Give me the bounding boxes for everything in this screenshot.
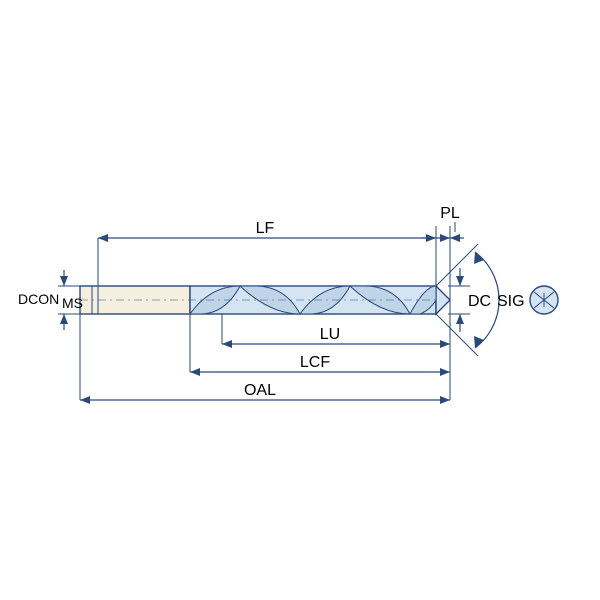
dim-dc: DC — [448, 268, 491, 332]
drill-body — [80, 286, 450, 314]
dim-pl: PL — [422, 205, 464, 248]
drill-tip — [436, 286, 450, 314]
dim-oal: OAL — [80, 382, 450, 404]
dim-lu: LU — [222, 326, 450, 348]
cross-section — [530, 286, 558, 314]
label-dcon: DCON — [18, 291, 59, 307]
dim-lcf: LCF — [190, 354, 450, 376]
label-lcf: LCF — [300, 354, 330, 371]
label-ms: MS — [62, 295, 83, 311]
label-lf: LF — [256, 220, 275, 237]
label-oal: OAL — [244, 382, 276, 399]
dim-lf: LF — [98, 220, 450, 242]
dim-dcon: DCON MS — [18, 270, 83, 330]
label-sig: SIG — [497, 293, 525, 310]
label-pl: PL — [440, 205, 460, 222]
label-dc: DC — [468, 293, 491, 310]
drill-diagram: LF PL LU LCF OAL DCON — [0, 0, 600, 600]
label-lu: LU — [320, 326, 340, 343]
